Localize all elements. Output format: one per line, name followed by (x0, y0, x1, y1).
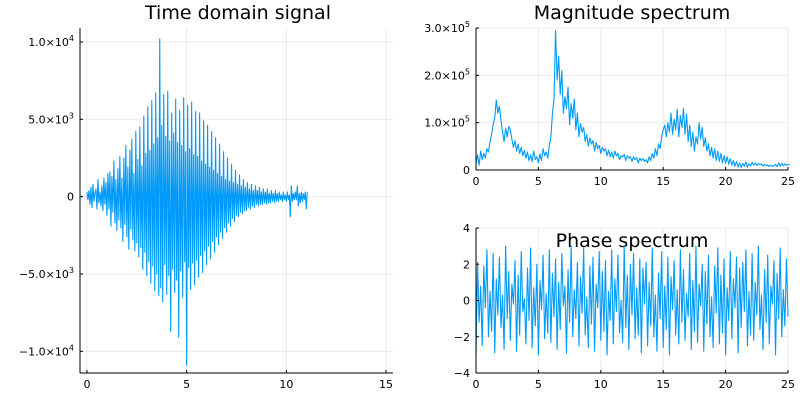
phase-spectrum-plot: Phase spectrum 0 5 10 15 20 25 −4 −2 0 2 4 (454, 222, 795, 391)
magnitude-spectrum-x-tick-5: 5 (535, 175, 542, 188)
phase-spectrum-y-tick-3: 2 (463, 258, 470, 271)
magnitude-spectrum-plot: Magnitude spectrum 0 5 10 15 20 25 0 1.0×105 2.… (424, 2, 795, 188)
time-domain-x-tick-15: 15 (379, 378, 393, 391)
time-domain-plot: Time domain signal 0 5 10 15 −1.0×104 −5.0×1… (19, 2, 393, 391)
time-domain-y-tick-2: 0 (67, 191, 74, 204)
phase-spectrum-x-tick-0: 0 (473, 378, 480, 391)
phase-spectrum-title: Phase spectrum (556, 230, 709, 252)
phase-spectrum-series (475, 245, 789, 356)
magnitude-spectrum-x-tick-0: 0 (473, 175, 480, 188)
phase-spectrum-y-tick-1: −2 (454, 331, 470, 344)
magnitude-spectrum-series (475, 29, 790, 169)
magnitude-spectrum-x-tick-15: 15 (656, 175, 670, 188)
time-domain-y-tick-0: −1.0×104 (19, 343, 74, 358)
time-domain-y-tick-4: 1.0×104 (28, 34, 74, 49)
time-domain-y-tick-1: −5.0×103 (19, 266, 74, 281)
phase-spectrum-y-tick-0: −4 (454, 367, 470, 380)
phase-spectrum-y-tick-4: 4 (463, 222, 470, 235)
magnitude-spectrum-x-tick-10: 10 (594, 175, 608, 188)
time-domain-y-ticks: −1.0×104 −5.0×103 0 5.0×103 1.0×104 (19, 34, 83, 358)
time-domain-x-tick-10: 10 (279, 378, 293, 391)
phase-spectrum-x-ticks: 0 5 10 15 20 25 (473, 370, 795, 391)
magnitude-spectrum-y-tick-3: 3.0×105 (424, 20, 470, 35)
phase-spectrum-y-tick-2: 0 (463, 295, 470, 308)
time-domain-axes (79, 28, 393, 374)
magnitude-spectrum-axes (475, 28, 788, 171)
magnitude-spectrum-y-ticks: 0 1.0×105 2.0×105 3.0×105 (424, 20, 479, 177)
magnitude-spectrum-y-tick-2: 2.0×105 (424, 67, 470, 82)
phase-spectrum-x-tick-5: 5 (535, 378, 542, 391)
magnitude-spectrum-y-tick-1: 1.0×105 (424, 115, 470, 130)
time-domain-series (86, 38, 308, 366)
magnitude-spectrum-grid (475, 27, 789, 171)
time-domain-x-ticks: 0 5 10 15 (83, 370, 393, 391)
phase-spectrum-y-ticks: −4 −2 0 2 4 (454, 222, 479, 380)
phase-spectrum-x-tick-10: 10 (594, 378, 608, 391)
phase-spectrum-x-tick-15: 15 (656, 378, 670, 391)
time-domain-title: Time domain signal (144, 2, 331, 24)
phase-spectrum-x-tick-20: 20 (719, 378, 733, 391)
magnitude-spectrum-x-tick-20: 20 (719, 175, 733, 188)
time-domain-series-line-0 (86, 38, 308, 366)
time-domain-x-tick-5: 5 (183, 378, 190, 391)
magnitude-spectrum-series-line-0 (475, 29, 790, 169)
magnitude-spectrum-title: Magnitude spectrum (534, 2, 731, 24)
phase-spectrum-series-line-0 (475, 245, 789, 356)
time-domain-x-tick-0: 0 (83, 378, 90, 391)
magnitude-spectrum-x-ticks: 0 5 10 15 20 25 (473, 167, 795, 188)
magnitude-spectrum-y-tick-0: 0 (463, 164, 470, 177)
time-domain-y-tick-3: 5.0×103 (28, 111, 74, 126)
phase-spectrum-x-tick-25: 25 (781, 378, 795, 391)
magnitude-spectrum-x-tick-25: 25 (781, 175, 795, 188)
